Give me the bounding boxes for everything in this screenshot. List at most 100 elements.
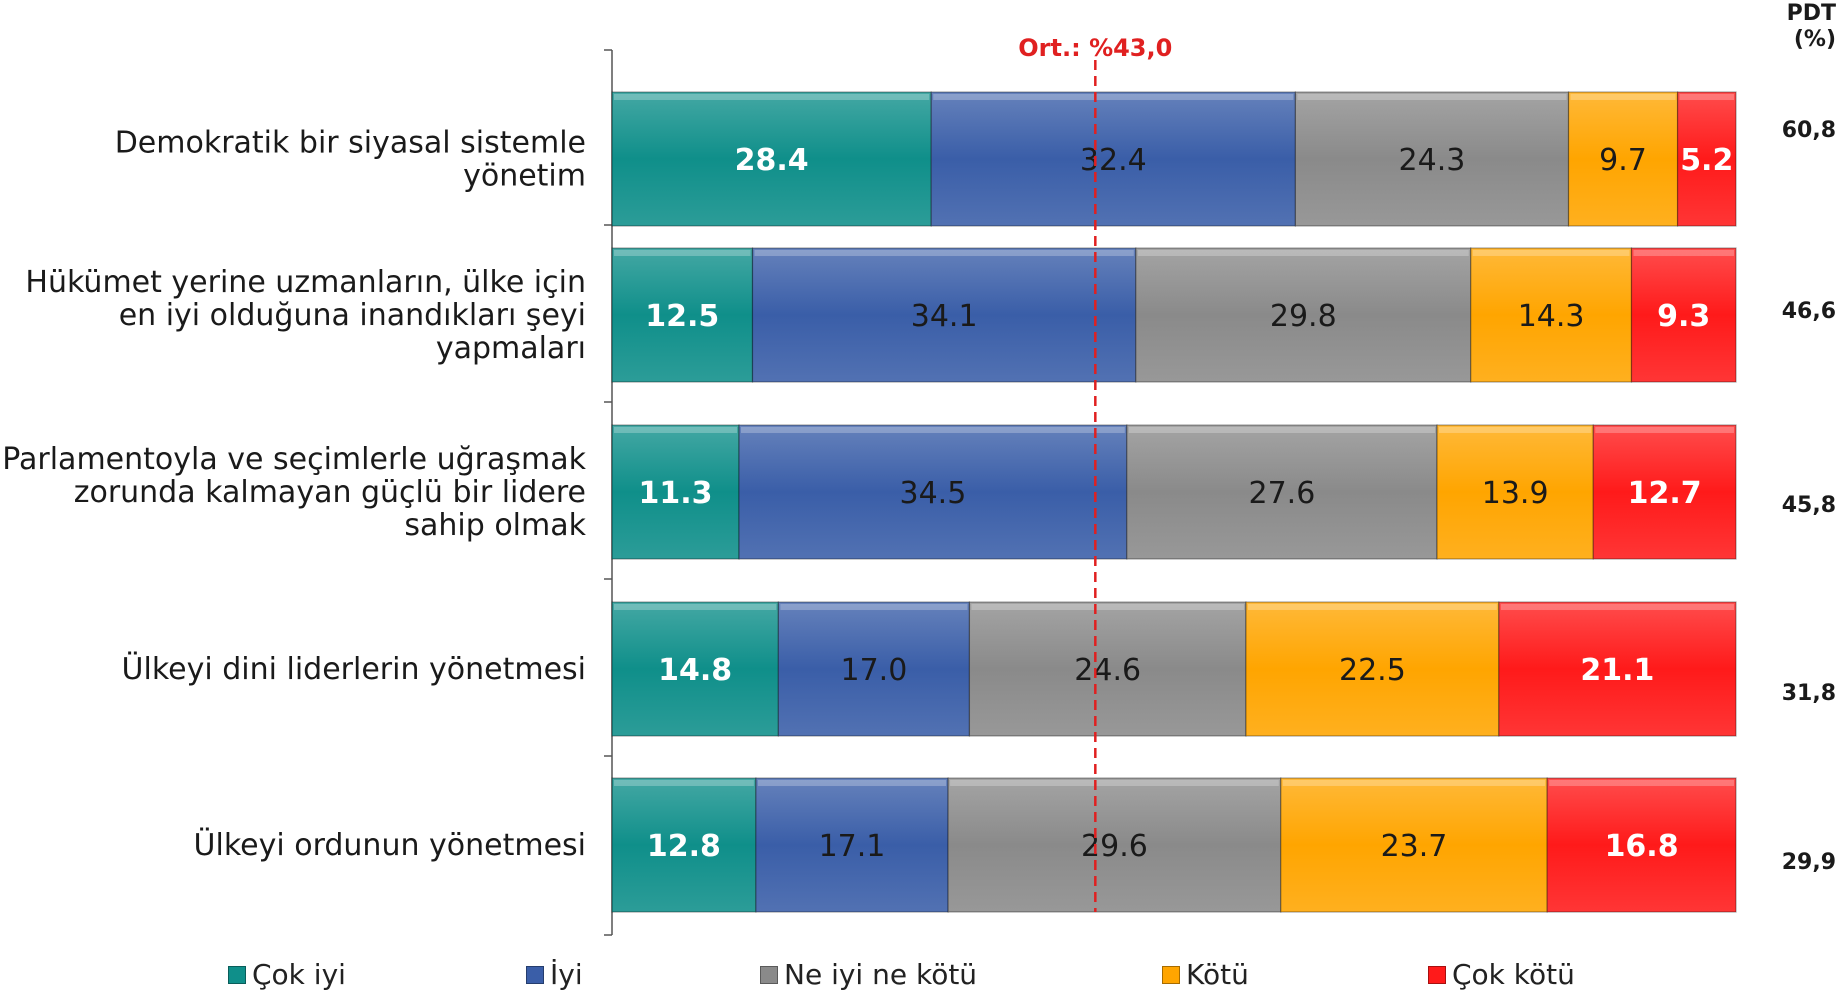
- bar-segment: [755, 777, 949, 913]
- legend-label: Kötü: [1186, 958, 1249, 991]
- bar-segment: [611, 424, 740, 560]
- bar-segment: [1135, 247, 1472, 383]
- data-label: 23.7: [1381, 829, 1448, 864]
- bar-highlight: [614, 604, 777, 610]
- bar-highlight: [1282, 780, 1546, 786]
- legend-label: İyi: [550, 958, 583, 991]
- pdt-header: (%): [1794, 27, 1836, 52]
- data-label: 24.6: [1074, 653, 1141, 688]
- data-label: 9.7: [1599, 143, 1647, 178]
- data-label: 17.0: [840, 653, 907, 688]
- data-label: 22.5: [1339, 653, 1406, 688]
- pdt-value: 31,8: [1782, 681, 1836, 706]
- bar-highlight: [1679, 94, 1734, 100]
- legend-item: Çok iyi: [228, 958, 346, 991]
- bar-segment: [777, 601, 971, 737]
- bar-segment: [1592, 424, 1737, 560]
- data-label: 12.5: [645, 299, 719, 334]
- legend-swatch: [760, 965, 778, 984]
- data-label: 34.1: [911, 299, 978, 334]
- bar-highlight: [614, 427, 738, 433]
- bar-highlight: [1570, 94, 1676, 100]
- pdt-value: 46,6: [1782, 299, 1836, 324]
- pdt-value: 29,9: [1782, 850, 1836, 875]
- data-label: 14.3: [1518, 299, 1585, 334]
- legend-swatch: [526, 965, 544, 984]
- data-label: 34.5: [900, 476, 967, 511]
- pdt-header: PDT: [1787, 1, 1836, 26]
- legend-swatch: [1428, 965, 1446, 984]
- bar-highlight: [1137, 250, 1469, 256]
- bar-segment: [611, 777, 757, 913]
- data-label: 14.8: [658, 653, 732, 688]
- legend-label: Çok kötü: [1452, 958, 1575, 991]
- bar-highlight: [780, 604, 968, 610]
- bar-highlight: [754, 250, 1134, 256]
- bar-segment: [930, 91, 1296, 227]
- bar-segment: [1676, 91, 1737, 227]
- bar-highlight: [614, 94, 930, 100]
- bar-segment: [611, 91, 932, 227]
- bar-highlight: [614, 250, 751, 256]
- data-label: 16.8: [1605, 829, 1679, 864]
- bar-segment: [611, 601, 779, 737]
- data-label: 12.7: [1628, 476, 1702, 511]
- data-label: 32.4: [1080, 143, 1147, 178]
- legend-item: Çok kötü: [1428, 958, 1575, 991]
- bar-highlight: [1247, 604, 1497, 610]
- data-label: 24.3: [1399, 143, 1466, 178]
- data-label: 9.3: [1657, 299, 1710, 334]
- data-label: 28.4: [735, 143, 809, 178]
- bar-highlight: [614, 780, 754, 786]
- bar-segment: [947, 777, 1282, 913]
- bar-segment: [968, 601, 1247, 737]
- bar-segment: [1294, 91, 1570, 227]
- bar-highlight: [741, 427, 1125, 433]
- bar-highlight: [1297, 94, 1567, 100]
- bar-segment: [751, 247, 1137, 383]
- data-label: 21.1: [1580, 653, 1654, 688]
- bar-highlight: [1633, 250, 1734, 256]
- bar-highlight: [1549, 780, 1734, 786]
- data-label: 29.6: [1081, 829, 1148, 864]
- bar-highlight: [950, 780, 1279, 786]
- category-label: Hükümet yerine uzmanların, ülke için en i…: [25, 265, 586, 366]
- data-label: 11.3: [638, 476, 712, 511]
- pdt-value: 60,8: [1782, 118, 1836, 143]
- bar-highlight: [757, 780, 947, 786]
- bar-highlight: [933, 94, 1294, 100]
- data-label: 12.8: [647, 829, 721, 864]
- legend-item: Kötü: [1162, 958, 1249, 991]
- category-label: Ülkeyi dini liderlerin yönetmesi: [122, 651, 586, 687]
- category-label: Demokratik bir siyasal sistemle yönetim: [115, 126, 586, 194]
- bar-highlight: [1500, 604, 1734, 610]
- bar-highlight: [1439, 427, 1592, 433]
- bar-segment: [1630, 247, 1737, 383]
- bar-segment: [738, 424, 1128, 560]
- bar-segment: [1280, 777, 1548, 913]
- bar-segment: [1567, 91, 1679, 227]
- legend-label: Çok iyi: [252, 958, 346, 991]
- category-label: Parlamentoyla ve seçimlerle uğraşmak zoru…: [2, 442, 586, 543]
- bar-segment: [1470, 247, 1633, 383]
- bar-segment: [611, 247, 754, 383]
- bar-segment: [1498, 601, 1737, 737]
- legend-item: Ne iyi ne kötü: [760, 958, 977, 991]
- bar-highlight: [1128, 427, 1436, 433]
- pdt-value: 45,8: [1782, 493, 1836, 518]
- legend-item: İyi: [526, 958, 583, 991]
- bar-segment: [1126, 424, 1438, 560]
- bar-segment: [1436, 424, 1594, 560]
- data-label: 17.1: [819, 829, 886, 864]
- data-label: 29.8: [1270, 299, 1337, 334]
- bar-highlight: [971, 604, 1244, 610]
- data-label: 13.9: [1482, 476, 1549, 511]
- bar-segment: [1546, 777, 1737, 913]
- bar-highlight: [1595, 427, 1734, 433]
- bar-highlight: [1472, 250, 1630, 256]
- legend-swatch: [1162, 965, 1180, 984]
- data-label: 27.6: [1249, 476, 1316, 511]
- legend-swatch: [228, 965, 246, 984]
